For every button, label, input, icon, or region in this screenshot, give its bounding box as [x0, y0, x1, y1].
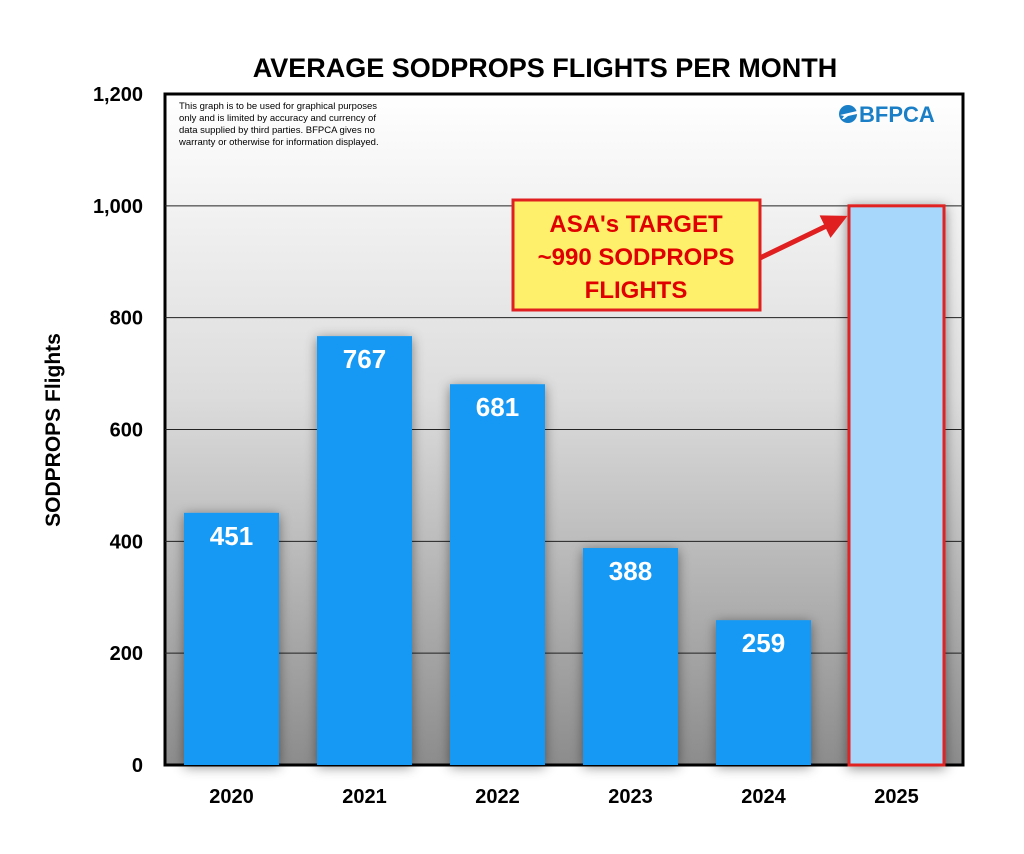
- x-tick-label: 2021: [342, 786, 387, 808]
- bar-value-label: 259: [742, 628, 785, 658]
- x-tick-label: 2022: [475, 786, 520, 808]
- callout-arrow: [758, 215, 848, 261]
- bar: [716, 620, 811, 765]
- bar-value-label: 451: [210, 521, 253, 551]
- y-tick-label: 0: [132, 755, 143, 777]
- disclaimer-line: warranty or otherwise for information di…: [178, 137, 379, 148]
- y-axis-ticks: 0 200 400 600 800 1,000 1,200: [93, 84, 143, 777]
- y-tick-label: 200: [110, 643, 143, 665]
- x-tick-label: 2025: [874, 786, 919, 808]
- x-tick-label: 2023: [608, 786, 653, 808]
- disclaimer-text: This graph is to be used for graphical p…: [178, 101, 379, 148]
- target-bar: [847, 204, 946, 767]
- y-tick-label: 1,200: [93, 84, 143, 106]
- bars: [184, 204, 946, 767]
- chart-title: AVERAGE SODPROPS FLIGHTS PER MONTH: [253, 53, 838, 83]
- x-tick-label: 2020: [209, 786, 254, 808]
- disclaimer-line: data supplied by third parties. BFPCA gi…: [179, 125, 375, 136]
- disclaimer-line: only and is limited by accuracy and curr…: [179, 113, 376, 124]
- disclaimer-line: This graph is to be used for graphical p…: [179, 101, 377, 112]
- plane-icon: [839, 105, 857, 123]
- callout-box: [511, 198, 762, 312]
- y-tick-label: 800: [110, 308, 143, 330]
- callout-line: ~990 SODPROPS: [538, 244, 735, 271]
- callout-line: ASA's TARGET: [549, 211, 723, 238]
- y-tick-label: 1,000: [93, 196, 143, 218]
- bfpca-logo: BFPCA: [839, 102, 935, 127]
- target-callout: ASA's TARGET ~990 SODPROPS FLIGHTS: [511, 198, 848, 312]
- x-axis-ticks: 2020 2021 2022 2023 2024 2025: [209, 786, 919, 808]
- value-labels: 451 767 681 388 259: [210, 344, 785, 658]
- bar-value-label: 681: [476, 392, 519, 422]
- bar-value-label: 388: [609, 556, 652, 586]
- y-tick-label: 600: [110, 420, 143, 442]
- bar-value-label: 767: [343, 344, 386, 374]
- logo-text: BFPCA: [859, 102, 935, 127]
- callout-line: FLIGHTS: [585, 277, 688, 304]
- y-axis-label: SODPROPS Flights: [42, 333, 65, 527]
- bar: [184, 512, 279, 765]
- bar: [583, 548, 678, 765]
- bar: [450, 384, 545, 765]
- bar: [317, 336, 412, 765]
- y-tick-label: 400: [110, 531, 143, 553]
- x-tick-label: 2024: [741, 786, 786, 808]
